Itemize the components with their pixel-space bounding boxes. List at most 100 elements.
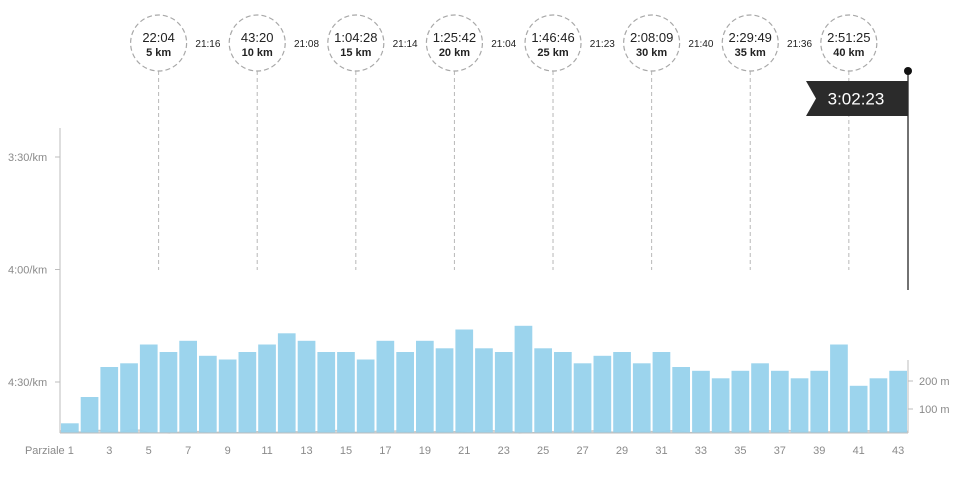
pace-bar — [593, 355, 612, 434]
pace-bar — [120, 363, 138, 434]
x-tick-label: 41 — [853, 445, 865, 457]
x-tick-label: 39 — [813, 445, 825, 457]
split-circle — [425, 14, 484, 72]
split-time: 1:04:28 — [334, 30, 377, 45]
pace-bar — [652, 352, 671, 433]
pace-bar — [810, 370, 829, 434]
pace-bar — [159, 352, 178, 433]
x-tick-label: 3 — [106, 445, 112, 457]
x-tick-label: 7 — [185, 445, 191, 457]
x-tick-label: 11 — [261, 445, 272, 457]
x-tick-label: 29 — [616, 445, 628, 457]
x-tick-label: 35 — [734, 445, 746, 457]
split-distance: 15 km — [340, 47, 371, 59]
finish-time: 3:02:23 — [828, 90, 885, 109]
pace-bar — [297, 340, 316, 434]
split-circle — [228, 14, 286, 72]
split-circle — [327, 14, 385, 72]
split-time: 1:46:46 — [531, 30, 574, 45]
pace-bar — [376, 340, 395, 434]
pace-bar — [613, 352, 631, 433]
elevation-tick-label: 200 m — [919, 376, 950, 388]
x-tick-label: 9 — [225, 445, 231, 457]
x-tick-label: 23 — [498, 445, 510, 457]
interval-time: 21:14 — [393, 39, 418, 50]
pace-bar — [534, 348, 552, 434]
pace-bar — [751, 363, 769, 434]
split-time: 22:04 — [142, 30, 175, 45]
pace-bar — [632, 363, 651, 434]
pace-bar — [396, 352, 414, 433]
x-tick-label: 27 — [576, 445, 588, 457]
x-tick-label: 43 — [892, 445, 904, 457]
split-distance: 10 km — [242, 47, 273, 59]
split-distance: 25 km — [537, 47, 568, 59]
elevation-tick-label: 100 m — [919, 404, 950, 416]
x-tick-label: 31 — [655, 445, 667, 457]
pace-bars — [61, 325, 907, 434]
pace-bar — [455, 329, 474, 433]
pace-bar — [317, 352, 336, 433]
interval-time: 21:08 — [294, 39, 319, 50]
pace-bar — [337, 352, 355, 433]
split-leader-lines — [158, 71, 850, 270]
split-time: 2:29:49 — [729, 30, 772, 45]
pace-bar — [218, 359, 237, 433]
pace-bar — [416, 340, 434, 434]
split-time: 1:25:42 — [433, 30, 476, 45]
split-circle — [130, 14, 188, 72]
pace-bar — [61, 423, 79, 434]
pace-bar — [692, 370, 710, 434]
x-tick-label: 21 — [458, 445, 470, 457]
y-tick-label: 4:30/km — [8, 377, 47, 389]
pace-bar — [889, 370, 907, 434]
split-circle — [524, 14, 582, 72]
pace-bar — [139, 344, 158, 433]
split-distance: 40 km — [833, 47, 864, 59]
split-circle — [623, 14, 681, 72]
split-circle — [820, 14, 878, 72]
pace-bar — [573, 363, 592, 434]
split-markers: 22:04 5 km 43:20 10 km 1:04:28 15 km 1:25:42 20… — [130, 14, 878, 72]
x-tick-label: 37 — [774, 445, 786, 457]
x-tick-label: 15 — [340, 445, 352, 457]
axes: 3:30/km 4:00/km 4:30/km 200 m 100 m Parziale … — [8, 128, 950, 457]
split-intervals: 21:16 21:08 21:14 21:04 21:23 21:40 21:36 — [195, 39, 812, 50]
x-tick-label: 17 — [379, 445, 391, 457]
split-circle — [721, 14, 779, 72]
pace-bar — [869, 378, 888, 434]
pace-bar — [80, 397, 99, 433]
split-distance: 20 km — [439, 47, 470, 59]
split-distance: 30 km — [636, 47, 667, 59]
interval-time: 21:16 — [195, 39, 220, 50]
pace-bar — [830, 344, 848, 433]
pace-bar — [199, 355, 217, 434]
pace-bar — [554, 352, 572, 433]
pace-bar — [849, 385, 868, 434]
pace-bar — [494, 352, 513, 433]
x-tick-label: 19 — [419, 445, 431, 457]
interval-time: 21:04 — [491, 39, 516, 50]
split-time: 2:51:25 — [827, 30, 870, 45]
finish-flag: 3:02:23 — [806, 67, 912, 290]
pace-bar — [790, 378, 809, 434]
y-tick-label: 3:30/km — [8, 152, 47, 164]
pace-bar — [258, 344, 276, 433]
pace-bar — [771, 370, 789, 434]
split-distance: 35 km — [735, 47, 766, 59]
pace-bar — [100, 367, 119, 433]
pace-bar — [179, 340, 197, 434]
interval-time: 21:36 — [787, 39, 812, 50]
pace-bar — [711, 378, 730, 434]
pace-bar — [514, 325, 533, 434]
x-tick-label: 5 — [146, 445, 152, 457]
finish-pole-top — [904, 67, 912, 75]
pace-bar — [672, 367, 690, 433]
interval-time: 21:40 — [688, 39, 713, 50]
pace-bar — [475, 348, 493, 434]
interval-time: 21:23 — [590, 39, 615, 50]
pace-bar — [238, 352, 257, 433]
pace-bar — [435, 348, 454, 434]
x-tick-label: 25 — [537, 445, 549, 457]
